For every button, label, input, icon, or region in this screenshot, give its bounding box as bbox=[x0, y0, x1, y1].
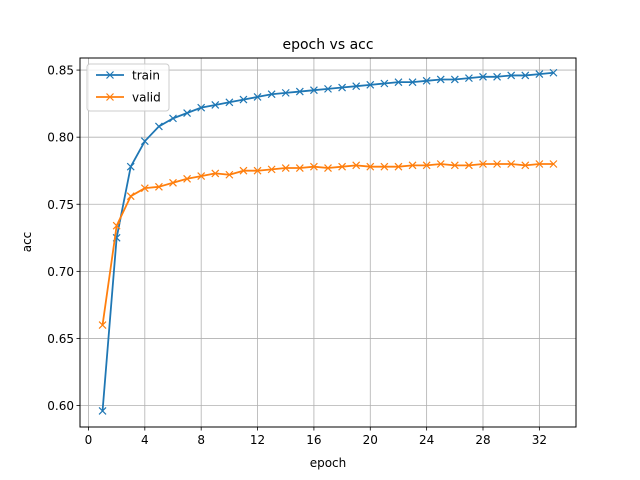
data-point-train bbox=[197, 103, 206, 112]
data-point-train bbox=[408, 78, 417, 87]
data-point-train bbox=[154, 122, 163, 131]
data-point-valid bbox=[309, 162, 318, 171]
legend-label: valid bbox=[132, 91, 161, 105]
data-point-valid bbox=[535, 160, 544, 168]
y-tick-label: 0.60 bbox=[47, 399, 74, 413]
x-axis-label: epoch bbox=[310, 456, 347, 470]
data-point-valid bbox=[549, 160, 558, 168]
x-tick-label: 28 bbox=[475, 433, 490, 447]
y-tick-label: 0.80 bbox=[47, 131, 74, 145]
data-point-train bbox=[450, 75, 459, 84]
y-axis-ticks: 0.60 0.65 0.70 0.75 0.80 0.85 bbox=[47, 64, 80, 413]
data-point-train bbox=[422, 76, 431, 85]
data-point-valid bbox=[380, 162, 389, 171]
data-point-valid bbox=[408, 161, 417, 170]
data-point-valid bbox=[352, 161, 361, 170]
data-point-valid bbox=[239, 166, 248, 175]
x-tick-label: 12 bbox=[250, 433, 265, 447]
data-point-valid bbox=[493, 160, 502, 168]
chart-title: epoch vs acc bbox=[282, 37, 373, 53]
data-point-valid bbox=[295, 164, 304, 172]
y-tick-label: 0.65 bbox=[47, 332, 74, 346]
data-point-train bbox=[479, 72, 487, 81]
data-point-valid bbox=[225, 170, 234, 179]
data-point-train bbox=[394, 78, 403, 87]
y-tick-label: 0.70 bbox=[47, 265, 74, 279]
series-lines bbox=[98, 68, 558, 415]
x-tick-label: 16 bbox=[306, 433, 321, 447]
data-point-valid bbox=[169, 178, 177, 187]
data-point-train bbox=[366, 80, 375, 89]
data-point-train bbox=[380, 79, 389, 88]
data-point-train bbox=[140, 137, 149, 146]
data-point-train bbox=[169, 114, 177, 123]
data-point-valid bbox=[366, 162, 375, 171]
data-point-train bbox=[281, 88, 290, 97]
data-point-valid bbox=[197, 172, 206, 181]
y-tick-label: 0.85 bbox=[47, 64, 74, 78]
data-point-valid bbox=[338, 162, 347, 171]
data-point-valid bbox=[253, 166, 262, 175]
data-point-train bbox=[549, 68, 558, 77]
data-point-valid bbox=[126, 192, 135, 201]
legend-marker bbox=[106, 93, 114, 101]
data-point-train bbox=[267, 90, 276, 99]
x-axis-ticks: 0 4 8 12 16 20 24 28 32 bbox=[85, 427, 547, 447]
x-tick-label: 20 bbox=[363, 433, 378, 447]
data-point-train bbox=[493, 72, 502, 81]
data-point-valid bbox=[521, 161, 530, 170]
data-point-valid bbox=[436, 160, 445, 168]
data-point-train bbox=[436, 75, 445, 84]
data-point-train bbox=[253, 92, 262, 101]
data-point-train bbox=[309, 86, 318, 95]
data-point-valid bbox=[183, 174, 192, 183]
data-point-train bbox=[126, 162, 135, 171]
data-point-valid bbox=[140, 184, 149, 193]
x-tick-label: 32 bbox=[532, 433, 547, 447]
data-point-valid bbox=[154, 182, 163, 191]
data-point-valid bbox=[394, 162, 403, 171]
x-tick-label: 4 bbox=[141, 433, 149, 447]
data-point-train bbox=[183, 109, 192, 117]
data-point-valid bbox=[479, 160, 487, 168]
data-point-valid bbox=[450, 161, 459, 170]
data-point-train bbox=[338, 83, 347, 92]
data-point-train bbox=[295, 87, 304, 96]
x-tick-label: 24 bbox=[419, 433, 434, 447]
data-point-train bbox=[464, 74, 473, 83]
data-point-train bbox=[507, 71, 516, 80]
legend-label: train bbox=[132, 69, 160, 83]
data-point-valid bbox=[267, 165, 276, 174]
legend-marker bbox=[106, 71, 114, 79]
data-point-valid bbox=[507, 160, 516, 168]
data-point-valid bbox=[112, 221, 121, 230]
x-tick-label: 8 bbox=[197, 433, 205, 447]
plot-frame bbox=[79, 57, 577, 428]
data-point-valid bbox=[422, 161, 431, 170]
grid-lines bbox=[80, 58, 576, 427]
data-point-train bbox=[521, 71, 530, 80]
data-point-train bbox=[535, 70, 544, 79]
data-point-train bbox=[324, 84, 332, 93]
x-tick-label: 0 bbox=[85, 433, 93, 447]
data-point-train bbox=[352, 82, 361, 91]
data-point-train bbox=[225, 98, 234, 107]
data-point-valid bbox=[98, 321, 107, 329]
y-tick-label: 0.75 bbox=[47, 198, 74, 212]
legend: train valid bbox=[86, 63, 170, 112]
data-point-train bbox=[211, 101, 220, 109]
data-point-valid bbox=[324, 164, 332, 172]
data-point-valid bbox=[211, 169, 220, 178]
data-point-valid bbox=[464, 161, 473, 170]
data-point-train bbox=[239, 95, 248, 104]
data-point-train bbox=[98, 406, 107, 415]
data-point-valid bbox=[281, 164, 290, 172]
y-axis-label: acc bbox=[20, 232, 34, 253]
